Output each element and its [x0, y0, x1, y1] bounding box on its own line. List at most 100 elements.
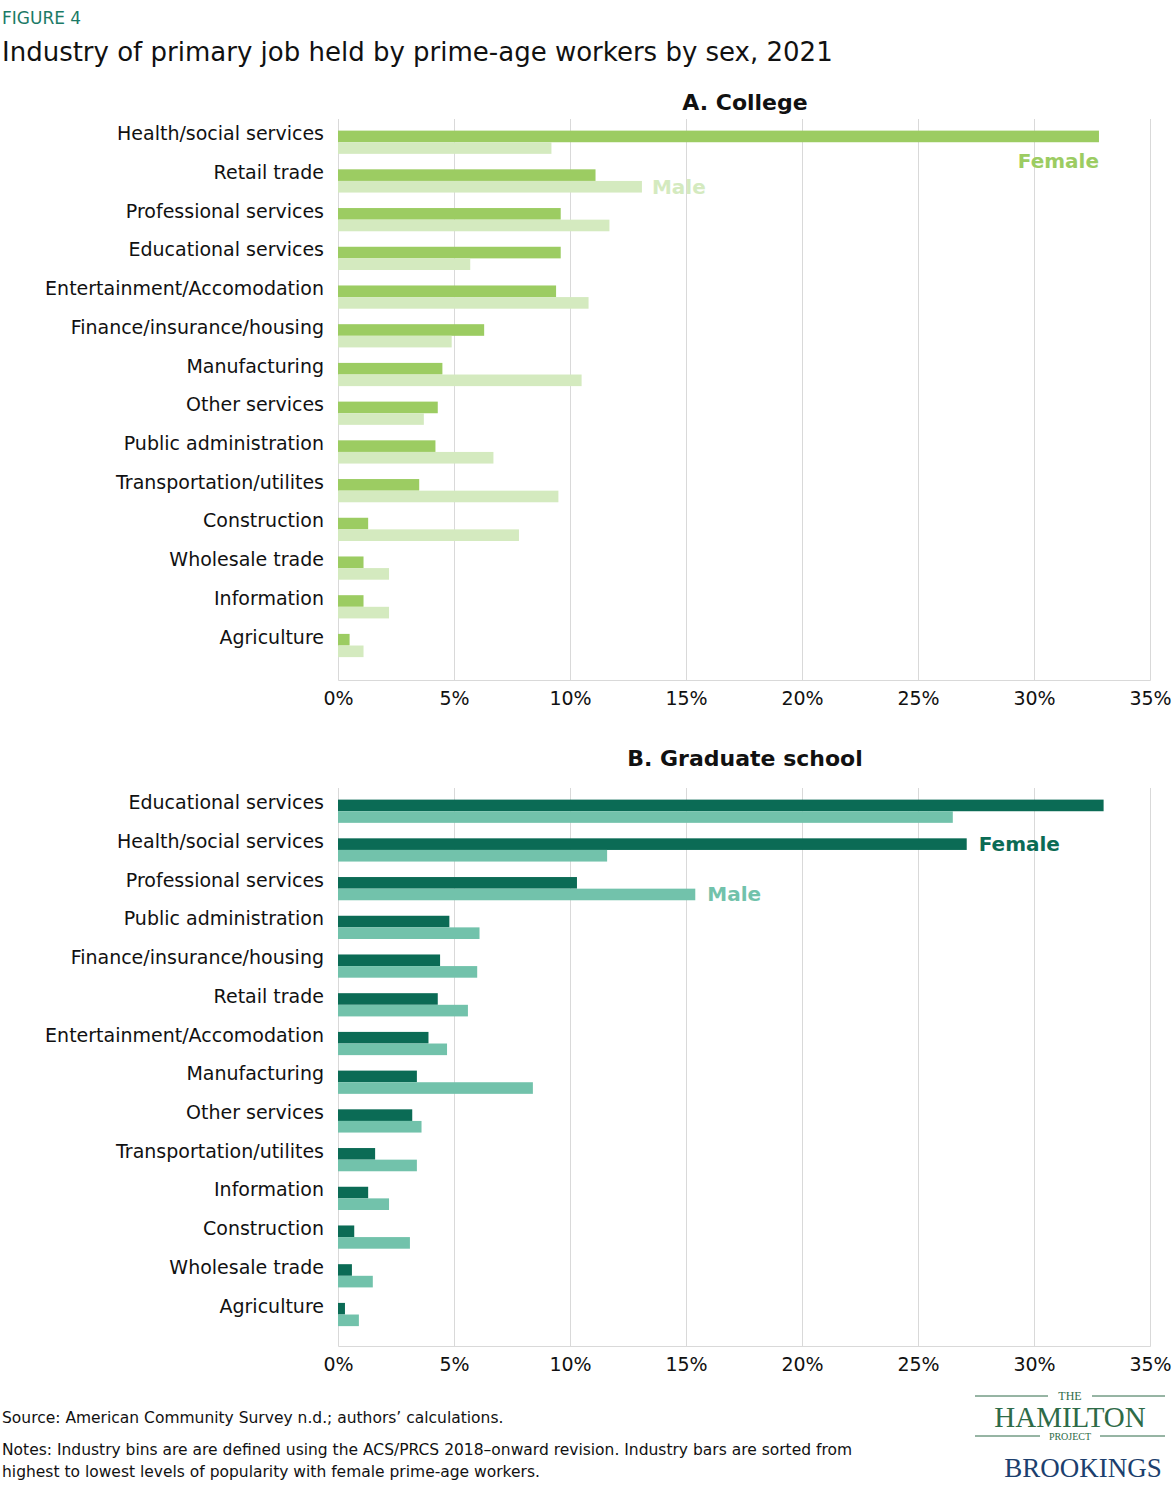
y-tick: Manufacturing [186, 1062, 324, 1084]
y-axis: Health/social servicesRetail tradeProfes… [45, 122, 324, 647]
x-tick-label: 30% [1013, 1353, 1055, 1375]
y-tick: Professional services [126, 869, 324, 891]
y-tick: Entertainment/Accomodation [45, 277, 324, 299]
grid-line [686, 788, 687, 1346]
bar [338, 1225, 354, 1237]
category-label: Other services [186, 1101, 324, 1123]
bar [338, 1160, 417, 1172]
bar [338, 402, 438, 414]
grid-line [570, 119, 571, 680]
bar [338, 850, 607, 862]
bar [338, 208, 561, 220]
x-tick-label: 5% [439, 687, 469, 709]
bar [338, 1148, 375, 1160]
category-label: Retail trade [214, 161, 324, 183]
y-tick: Information [214, 587, 324, 609]
x-tick-label: 15% [665, 1353, 707, 1375]
category-label: Information [214, 1178, 324, 1200]
bar [338, 916, 449, 928]
y-tick: Retail trade [214, 985, 324, 1007]
bar [338, 1044, 447, 1056]
y-tick: Retail trade [214, 161, 324, 183]
y-tick: Construction [203, 509, 324, 531]
y-tick: Public administration [124, 432, 324, 454]
bar [338, 220, 609, 232]
series [338, 800, 1104, 1315]
bar [338, 1303, 345, 1315]
x-tick: 35% [1129, 119, 1171, 709]
grid-line [1034, 119, 1035, 680]
x-tick-label: 30% [1013, 687, 1055, 709]
x-tick-label: 15% [665, 687, 707, 709]
x-tick-label: 20% [781, 687, 823, 709]
category-label: Construction [203, 1217, 324, 1239]
bar [338, 247, 561, 259]
bar [338, 634, 350, 646]
bar [338, 1264, 352, 1276]
logo-text: HAMILTON [994, 1401, 1146, 1433]
series [338, 131, 1099, 646]
bar [338, 927, 480, 939]
category-label: Professional services [126, 200, 324, 222]
bar [338, 811, 953, 823]
category-label: Public administration [124, 432, 324, 454]
figure-label: FIGURE 4 [2, 8, 81, 28]
category-label: Manufacturing [186, 355, 324, 377]
grid-line [1034, 788, 1035, 1346]
x-axis-line [339, 119, 1151, 681]
category-label: Professional services [126, 869, 324, 891]
bar [338, 954, 440, 966]
x-tick: 30% [1013, 119, 1055, 709]
logo-text: PROJECT [1049, 1431, 1091, 1442]
panel-title: A. College [682, 90, 807, 115]
bar [338, 297, 589, 309]
bar [338, 966, 477, 978]
bar [338, 363, 442, 375]
x-tick-label: 10% [549, 1353, 591, 1375]
x-tick-label: 25% [897, 1353, 939, 1375]
category-label: Wholesale trade [169, 1256, 324, 1278]
panel: A. College0%5%10%15%20%25%30%35%Health/s… [45, 90, 1172, 709]
x-tick: 10% [549, 788, 591, 1375]
category-label: Finance/insurance/housing [71, 946, 324, 968]
y-tick: Finance/insurance/housing [71, 316, 324, 338]
bar [338, 1276, 373, 1288]
y-tick: Public administration [124, 907, 324, 929]
x-tick: 20% [781, 119, 823, 709]
series-label: Female [979, 832, 1060, 856]
bar [338, 838, 967, 850]
x-tick-label: 35% [1129, 1353, 1171, 1375]
bar [338, 889, 695, 901]
bar [338, 1237, 410, 1249]
figure-title: Industry of primary job held by prime-ag… [2, 37, 833, 67]
grid-line [686, 119, 687, 680]
grid-line [918, 788, 919, 1346]
x-tick: 15% [665, 119, 707, 709]
logo-rule [975, 1396, 1048, 1397]
y-tick: Transportation/utilites [115, 471, 324, 493]
y-tick: Professional services [126, 200, 324, 222]
bar [338, 877, 577, 889]
notes: highest to lowest levels of popularity w… [2, 1463, 540, 1481]
category-label: Educational services [128, 238, 324, 260]
bar [338, 1005, 468, 1017]
bar [338, 479, 419, 491]
bar [338, 181, 642, 193]
bar [338, 324, 484, 336]
y-tick: Wholesale trade [169, 548, 324, 570]
x-tick: 25% [897, 119, 939, 709]
series [338, 142, 642, 657]
x-tick: 5% [439, 788, 469, 1375]
category-label: Manufacturing [186, 1062, 324, 1084]
source: Source: American Community Survey n.d.; … [2, 1409, 503, 1427]
category-label: Agriculture [220, 1295, 325, 1317]
x-tick-label: 20% [781, 1353, 823, 1375]
y-axis: Educational servicesHealth/social servic… [45, 791, 324, 1316]
panel: B. Graduate school0%5%10%15%20%25%30%35%… [45, 746, 1172, 1375]
grid-line [454, 119, 455, 680]
grid-line [338, 788, 339, 1346]
y-tick: Educational services [128, 238, 324, 260]
grid-line [454, 788, 455, 1346]
bar [338, 1071, 417, 1083]
bar [338, 1109, 412, 1121]
